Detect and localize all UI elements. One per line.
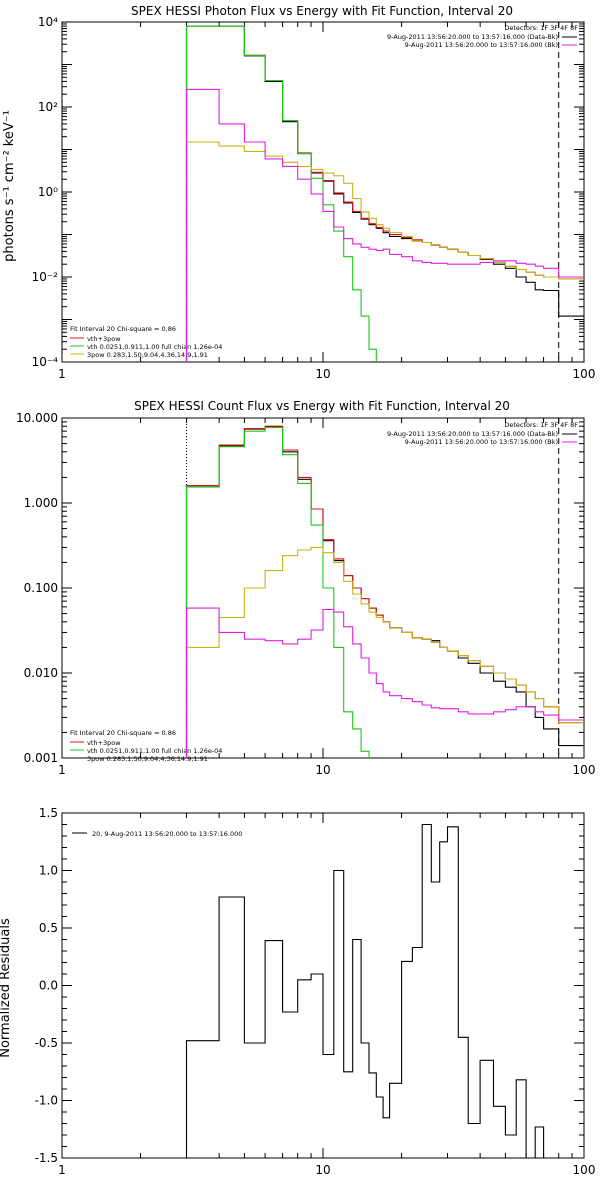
x-tick-label: 100 [573,763,596,777]
y-tick-label: 0.001 [24,751,58,765]
photon-legend-bk: 9-Aug-2011 13:56:20.000 to 13:57:16.000 … [405,41,558,49]
y-tick-label: 0.0 [39,979,58,993]
photon-fit-total: vth+3pow [87,335,121,343]
x-tick-label: 10 [315,763,330,777]
photon-flux-title: SPEX HESSI Photon Flux vs Energy with Fi… [131,4,513,18]
x-tick-label: 10 [315,367,330,381]
x-tick-label: 100 [573,367,596,381]
y-tick-label: 10⁻⁴ [32,355,59,369]
photon-legend-detectors: Detectors: 1F 3F 4F 8F [504,24,578,32]
photon-flux-ylabel: photons s⁻¹ cm⁻² keV⁻¹ [2,110,17,262]
count-fit-3pow: 3pow 0.283,1.50,9.04,4.36,14.9,1.91 [87,755,208,763]
series-bk [185,88,584,362]
x-tick-label: 1 [58,763,66,777]
count-fit-vth: vth 0.0251,0.911,1.00 full chian 1.26e-0… [87,747,222,755]
y-tick-label: -1.5 [35,1151,58,1165]
photon-fit-info: Fit Interval 20 Chi-square = 0.86 [70,325,176,333]
y-tick-label: 1.0 [39,864,58,878]
count-legend-bk: 9-Aug-2011 13:56:20.000 to 13:57:16.000 … [405,438,558,446]
y-tick-label: 10⁴ [38,15,58,29]
residuals-panel: Normalized Residuals 20, 9-Aug-2011 13:5… [0,806,596,1177]
series-bk [185,607,584,758]
y-tick-label: 0.100 [24,581,58,595]
photon-fit-3pow: 3pow 0.283,1.50,9.04,4.36,14.9,1.91 [87,351,208,359]
count-legend-detectors: Detectors: 1F 3F 4F 8F [504,421,578,429]
count-fit-total: vth+3pow [87,739,121,747]
residuals-legend: 20, 9-Aug-2011 13:56:20.000 to 13:57:16.… [92,830,242,838]
count-fit-info: Fit Interval 20 Chi-square = 0.86 [70,729,176,737]
count-flux-panel: SPEX HESSI Count Flux vs Energy with Fit… [16,399,596,777]
y-tick-label: -0.5 [35,1036,58,1050]
photon-fit-vth: vth 0.0251,0.911,1.00 full chian 1.26e-0… [87,343,222,351]
y-tick-label: -1.0 [35,1094,58,1108]
x-tick-label: 1 [58,367,66,381]
series-3pow [185,546,584,758]
y-tick-label: 1.5 [39,806,58,820]
photon-flux-panel: SPEX HESSI Photon Flux vs Energy with Fi… [2,4,596,381]
y-tick-label: 10⁰ [38,185,58,199]
y-tick-label: 0.010 [24,666,58,680]
y-tick-label: 0.5 [39,921,58,935]
series-3pow [185,141,584,362]
series-vth [185,25,377,362]
series-vth [185,427,370,758]
y-tick-label: 10⁻² [32,270,59,284]
x-tick-label: 100 [573,1163,596,1177]
x-tick-label: 10 [315,1163,330,1177]
residuals-ylabel: Normalized Residuals [0,918,13,1058]
photon-legend-data-bk: 9-Aug-2011 13:56:20.000 to 13:57:16.000 … [387,33,558,41]
y-tick-label: 1.000 [24,496,58,510]
count-flux-title: SPEX HESSI Count Flux vs Energy with Fit… [134,399,510,413]
y-tick-label: 10² [38,100,58,114]
count-legend-data-bk: 9-Aug-2011 13:56:20.000 to 13:57:16.000 … [387,430,558,438]
y-tick-label: 10.000 [16,411,58,425]
x-tick-label: 1 [58,1163,66,1177]
series-residuals [185,823,545,1158]
